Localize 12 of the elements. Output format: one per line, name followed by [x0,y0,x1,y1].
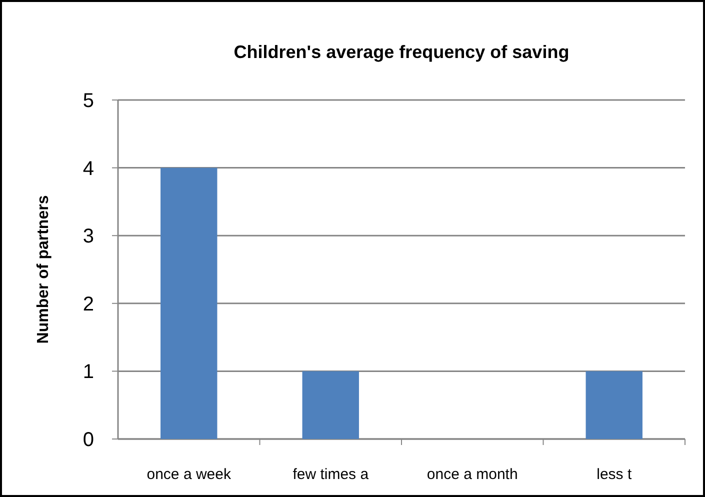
y-tick-label: 4 [82,158,94,180]
chart-title: Children's average frequency of saving [234,42,570,62]
x-tick-label: less t [596,466,632,483]
y-tick-label: 3 [82,226,94,248]
y-tick-label: 2 [82,293,94,316]
y-tick-label: 1 [82,361,94,384]
y-axis-title: Number of partners [35,195,52,344]
y-tick-label: 0 [82,429,94,451]
y-tick-label: 5 [82,90,94,112]
x-tick-label: once a week [146,466,232,483]
x-tick-label: once a month [426,466,518,483]
x-tick-label: few times a [292,466,370,483]
